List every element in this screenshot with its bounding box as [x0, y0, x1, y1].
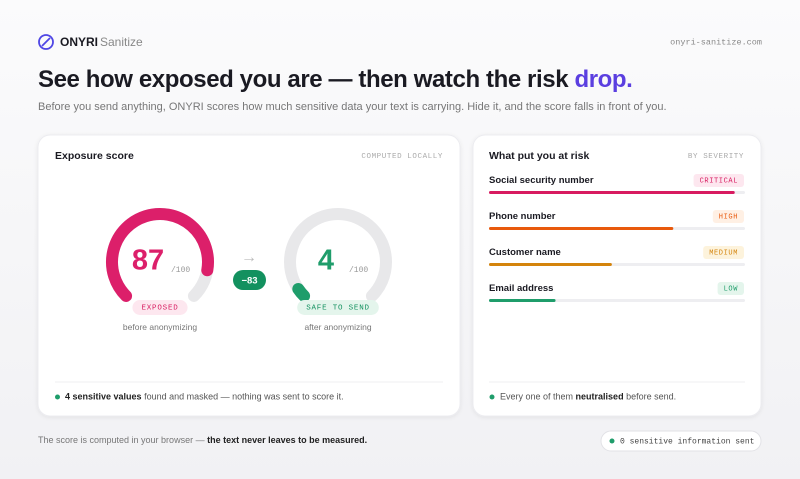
footer-bold: neutralised — [576, 392, 624, 402]
status-dot — [609, 438, 615, 444]
card-tag: COMPUTED LOCALLY — [361, 153, 443, 161]
hero-title-highlight: drop. — [574, 66, 632, 93]
severity-badge — [703, 246, 744, 259]
severity-badge — [717, 282, 744, 295]
severity-label: CRITICAL — [700, 177, 738, 185]
risk-name: Social security number — [489, 175, 594, 186]
gauge-track — [284, 208, 392, 302]
card-title: What put you at risk — [489, 150, 590, 162]
status-dot — [489, 394, 495, 400]
risk-bar — [489, 299, 556, 302]
severity-label: HIGH — [719, 213, 738, 221]
risk-name: Customer name — [489, 247, 561, 258]
caption: after anonymizing — [304, 322, 371, 332]
risk-list: Social security number CRITICAL Phone numb… — [489, 174, 745, 302]
footer-note: The score is computed in your browser — — [38, 435, 207, 445]
delta-pill — [233, 270, 266, 290]
card-tag: BY SEVERITY — [688, 153, 744, 161]
hero-title-text: See how exposed you are — then watch the… — [38, 66, 574, 93]
risk-name: Phone number — [489, 211, 556, 222]
risk-bar — [489, 191, 735, 194]
sent-badge-label: 0 sensitive information sent — [620, 438, 754, 447]
risk-bar — [489, 227, 674, 230]
footer-bold: 4 sensitive values — [65, 392, 142, 402]
product: Sanitize — [100, 35, 143, 49]
logo — [38, 34, 54, 50]
risk-card — [472, 134, 762, 417]
arrow: → — [241, 249, 257, 266]
gauges: 87/100 EXPOSED before anonymizing 4/100 SAFE… — [106, 208, 392, 332]
card-title: Exposure score — [55, 150, 134, 162]
hero-title: See how exposed you are — then watch the… — [38, 66, 632, 93]
score: 87 — [132, 245, 164, 277]
status-pill — [132, 300, 188, 315]
page-footer: The score is computed in your browser — … — [38, 435, 367, 445]
severity-label: MEDIUM — [709, 249, 738, 257]
status-pill — [297, 300, 379, 315]
gauge-fill — [292, 282, 311, 302]
footer-end: before send. — [624, 392, 677, 402]
severity-badge — [712, 210, 744, 223]
site-url[interactable]: onyri-sanitize.com — [670, 37, 762, 47]
status-dot — [55, 394, 60, 400]
sent-badge — [600, 430, 762, 452]
status-label: SAFE TO SEND — [306, 304, 370, 312]
footer-start: Every one of them — [500, 392, 576, 402]
card-footer: Every one of them neutralised before sen… — [500, 392, 676, 402]
card-footer: 4 sensitive values found and masked — no… — [65, 392, 344, 402]
brand: ONYRI — [60, 35, 98, 49]
risk-name: Email address — [489, 283, 553, 294]
footer-rest: found and masked — nothing was sent to s… — [142, 392, 344, 402]
score-max: /100 — [171, 266, 190, 275]
risk-bar — [489, 263, 612, 266]
severity-label: LOW — [724, 285, 739, 293]
score-max: /100 — [349, 266, 368, 275]
hero-subtitle: Before you send anything, ONYRI scores h… — [38, 101, 667, 113]
score: 4 — [318, 245, 334, 277]
severity-badge — [693, 174, 744, 187]
caption: before anonymizing — [123, 322, 197, 332]
gauge-fill — [106, 208, 214, 302]
status-label: EXPOSED — [141, 304, 178, 312]
delta-label: −83 — [241, 276, 257, 287]
footer-note-bold: the text never leaves to be measured. — [207, 435, 367, 445]
